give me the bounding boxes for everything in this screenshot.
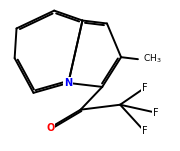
Text: O: O [46,122,55,133]
Text: F: F [142,127,147,137]
Text: N: N [64,78,72,88]
Text: F: F [153,108,159,118]
Text: CH$_3$: CH$_3$ [143,53,161,65]
Text: F: F [142,83,147,93]
